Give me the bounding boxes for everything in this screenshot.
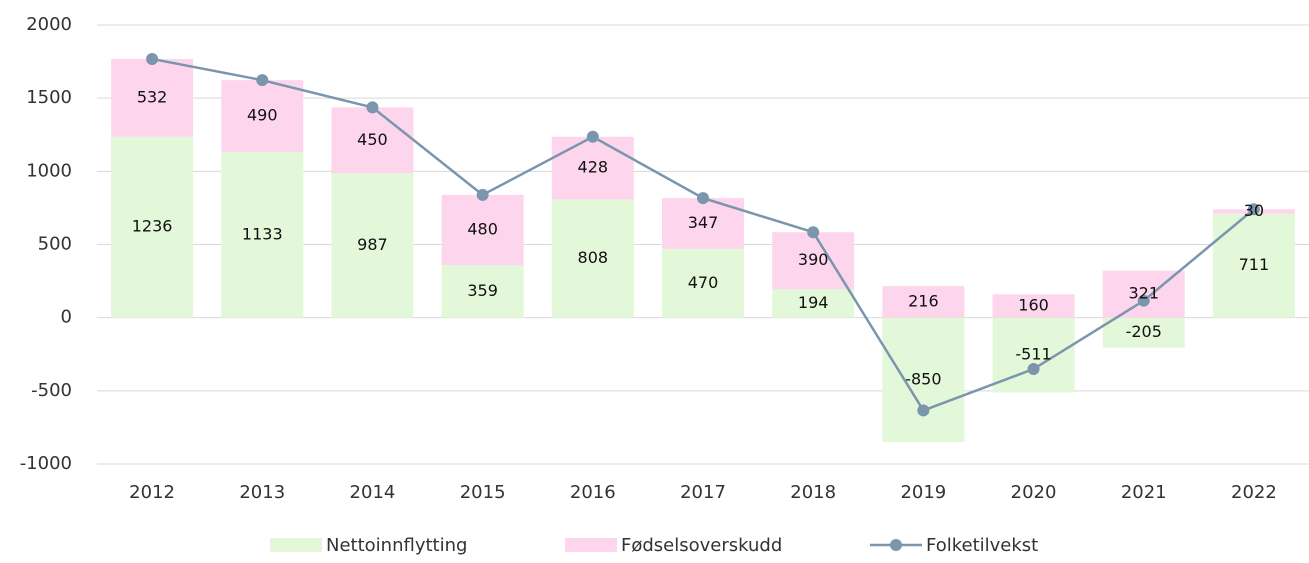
x-tick-label: 2018 [790, 482, 836, 503]
line-point [476, 188, 489, 201]
data-label: 347 [688, 213, 719, 232]
data-label: 490 [247, 106, 278, 125]
legend-label: Nettoinnflytting [326, 535, 467, 556]
legend-swatch [890, 539, 902, 551]
y-tick-label: 500 [38, 234, 72, 255]
line-point [366, 101, 379, 114]
x-tick-label: 2022 [1231, 482, 1277, 503]
bar-segment [772, 289, 855, 318]
bar-segment [1102, 317, 1185, 348]
bar-segment [331, 107, 414, 174]
bar-segment [441, 194, 524, 266]
bar-segment [551, 136, 634, 200]
bar-segment [772, 232, 855, 290]
legend-label: Fødselsoverskudd [621, 535, 782, 556]
data-label: 987 [357, 235, 388, 254]
data-label: 216 [908, 291, 939, 310]
data-label: 1133 [242, 224, 283, 243]
data-label: -850 [905, 369, 941, 388]
y-tick-label: 1000 [26, 160, 72, 181]
y-tick-label: -1000 [20, 453, 72, 474]
data-label: -511 [1015, 345, 1051, 364]
line-point [1137, 294, 1150, 307]
bar-segment [882, 317, 965, 443]
data-label: 808 [578, 248, 609, 267]
x-tick-label: 2021 [1121, 482, 1167, 503]
data-label: 390 [798, 250, 829, 269]
bar-segment [111, 136, 194, 318]
data-label: 160 [1018, 295, 1049, 314]
bar-segment [662, 248, 744, 318]
y-tick-label: 2000 [26, 14, 72, 35]
data-label: 450 [357, 130, 388, 149]
line-point [146, 52, 159, 65]
bar-segment [551, 199, 634, 318]
data-label: 321 [1128, 284, 1159, 303]
x-tick-label: 2015 [460, 482, 506, 503]
bar-segment [992, 294, 1075, 318]
data-label: 711 [1239, 255, 1270, 274]
line-point [1027, 363, 1040, 376]
line-point [256, 74, 269, 87]
data-label: 470 [688, 273, 719, 292]
x-tick-label: 2020 [1011, 482, 1057, 503]
line-point [697, 192, 709, 205]
bar-segment [441, 265, 524, 318]
data-label: 359 [467, 281, 498, 300]
data-label: 1236 [132, 217, 173, 236]
data-label: 194 [798, 293, 829, 312]
x-tick-label: 2016 [570, 482, 616, 503]
line-point [1247, 203, 1260, 216]
x-tick-label: 2019 [900, 482, 946, 503]
legend-label: Folketilvekst [926, 535, 1038, 556]
data-label: 480 [467, 220, 498, 239]
x-tick-label: 2013 [239, 482, 285, 503]
legend-swatch [270, 538, 322, 552]
data-label: -205 [1126, 322, 1162, 341]
bar-segment [111, 58, 194, 137]
data-label: 532 [137, 87, 168, 106]
bar-segment [882, 286, 965, 318]
y-tick-label: -500 [31, 380, 72, 401]
data-label: 428 [578, 158, 609, 177]
line-point [586, 130, 599, 143]
line-point [917, 404, 930, 417]
legend-swatch [565, 538, 617, 552]
y-tick-label: 0 [61, 307, 72, 328]
data-label: 30 [1244, 201, 1264, 220]
y-tick-label: 1500 [26, 87, 72, 108]
line-point [807, 226, 820, 239]
bar-segment [221, 80, 304, 152]
x-tick-label: 2012 [129, 482, 175, 503]
bar-segment [221, 151, 304, 318]
bar-segment [331, 173, 414, 318]
x-tick-label: 2017 [680, 482, 726, 503]
x-tick-label: 2014 [350, 482, 396, 503]
